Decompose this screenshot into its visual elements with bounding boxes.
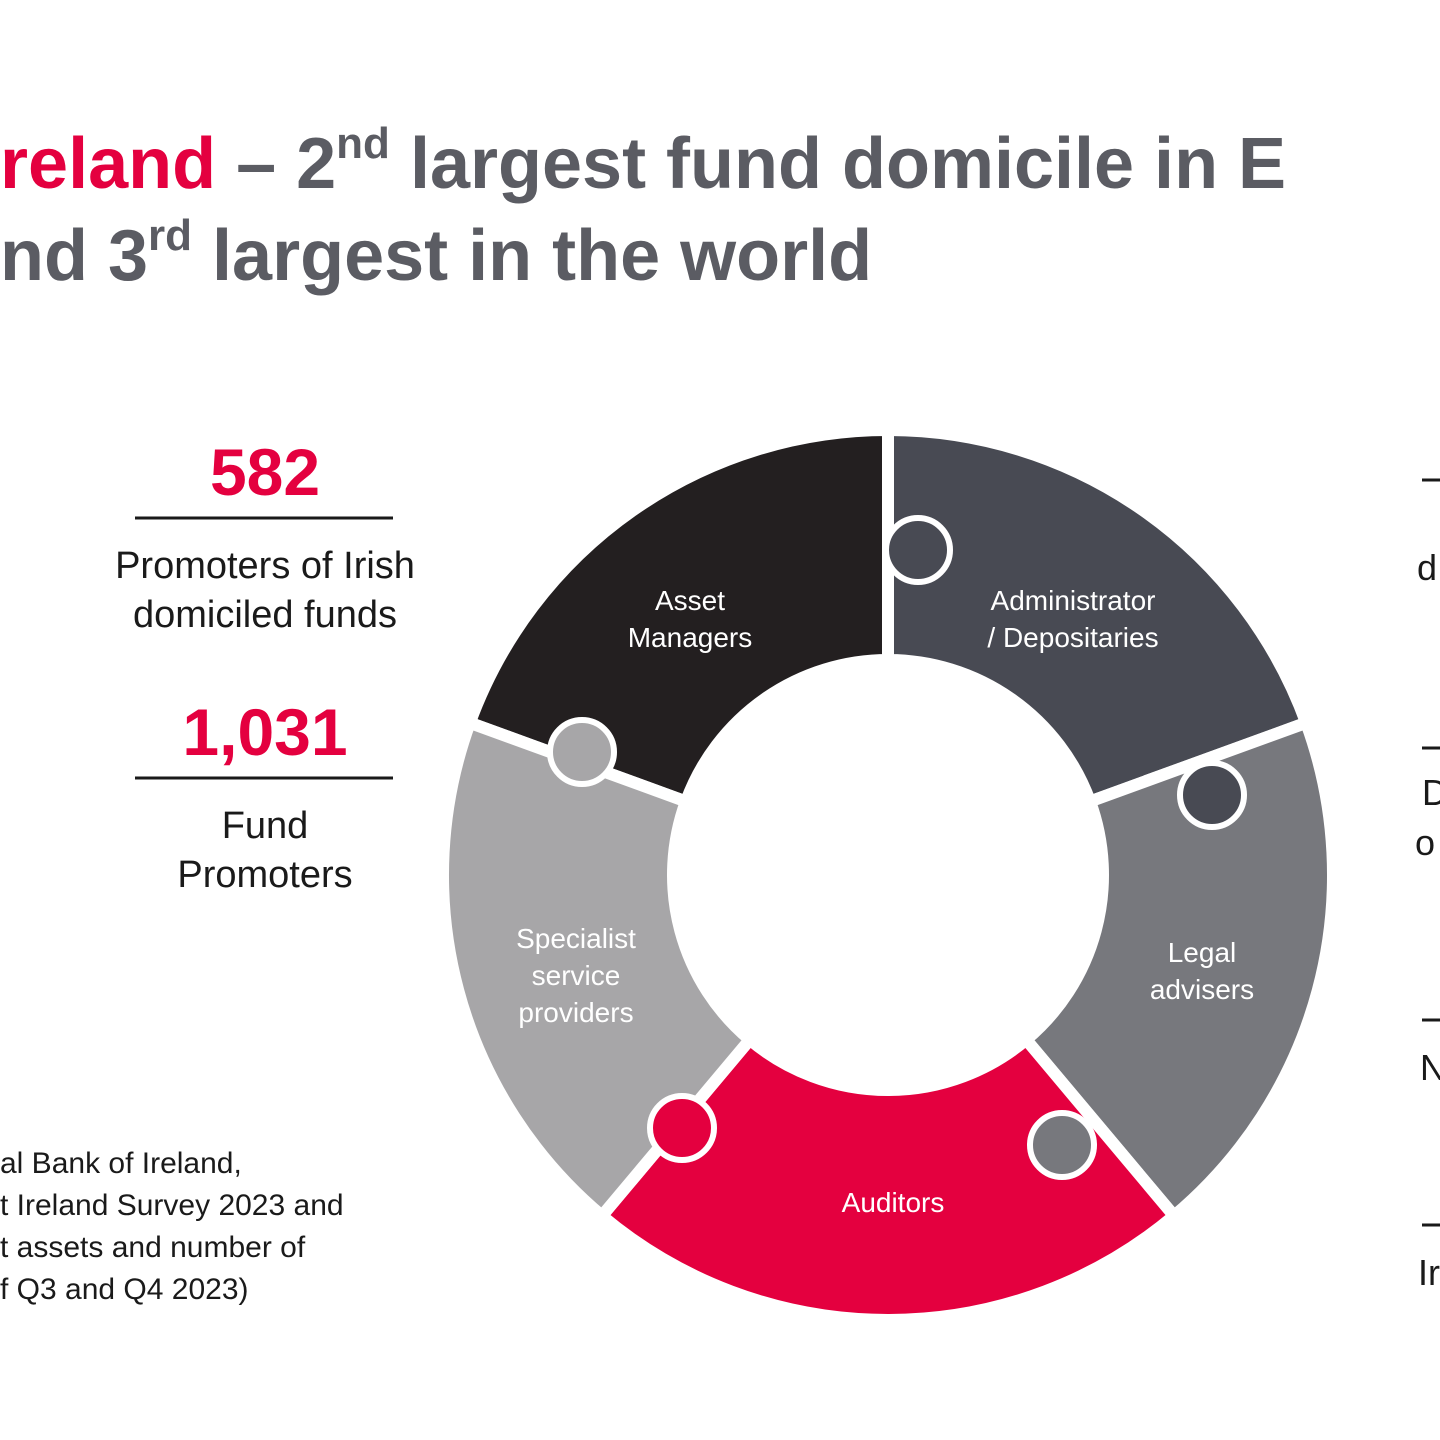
title-sup: rd bbox=[148, 211, 192, 260]
puzzle-piece bbox=[437, 716, 756, 1222]
title-text: largest in the world bbox=[192, 216, 872, 296]
segment-label: Administrator bbox=[991, 585, 1156, 616]
footnote: t Ireland Survey 2023 and bbox=[0, 1189, 344, 1222]
puzzle-knob bbox=[1027, 1110, 1097, 1180]
puzzle-knob bbox=[547, 717, 617, 787]
footnote: f Q3 and Q4 2023) bbox=[0, 1273, 249, 1306]
stat-label: domiciled funds bbox=[133, 594, 397, 636]
cropped-text: d bbox=[1417, 547, 1437, 588]
stat-label: Fund bbox=[222, 805, 309, 847]
puzzle-knob bbox=[1177, 760, 1247, 830]
footnote: al Bank of Ireland, bbox=[0, 1147, 242, 1180]
segment-label: service bbox=[532, 960, 621, 991]
footnote: t assets and number of bbox=[0, 1231, 306, 1264]
segment-label: Specialist bbox=[516, 923, 636, 954]
segment-label: Managers bbox=[628, 622, 753, 653]
title-highlight: reland bbox=[0, 124, 216, 204]
title-text: nd 3 bbox=[0, 216, 148, 296]
puzzle-piece bbox=[463, 424, 894, 808]
stat-label: Promoters bbox=[177, 854, 352, 896]
title-text: – 2 bbox=[216, 124, 336, 204]
segment-label: Asset bbox=[655, 585, 725, 616]
segment-label: / Depositaries bbox=[987, 622, 1158, 653]
cropped-text: N bbox=[1420, 1047, 1440, 1088]
title-line-1: reland – 2nd largest fund domicile in E bbox=[0, 119, 1286, 204]
stat-value: 1,031 bbox=[182, 695, 347, 769]
stat-label: Promoters of Irish bbox=[115, 545, 415, 587]
puzzle-piece bbox=[1020, 716, 1339, 1222]
cropped-text: D bbox=[1422, 772, 1440, 813]
segment-label: advisers bbox=[1150, 974, 1254, 1005]
puzzle-piece bbox=[882, 424, 1313, 808]
puzzle-knob bbox=[647, 1093, 717, 1163]
segment-label: providers bbox=[518, 997, 633, 1028]
segment-label: Legal bbox=[1168, 937, 1237, 968]
title-text: largest fund domicile in E bbox=[390, 124, 1286, 204]
stat-value: 582 bbox=[210, 435, 320, 509]
cropped-text: o bbox=[1415, 822, 1435, 863]
title-line-2: nd 3rd largest in the world bbox=[0, 211, 872, 296]
puzzle-piece bbox=[595, 1033, 1181, 1326]
puzzle-knob bbox=[883, 515, 953, 585]
segment-label: Auditors bbox=[842, 1187, 945, 1218]
title-sup: nd bbox=[336, 119, 390, 168]
cropped-text: Ir bbox=[1418, 1252, 1440, 1293]
